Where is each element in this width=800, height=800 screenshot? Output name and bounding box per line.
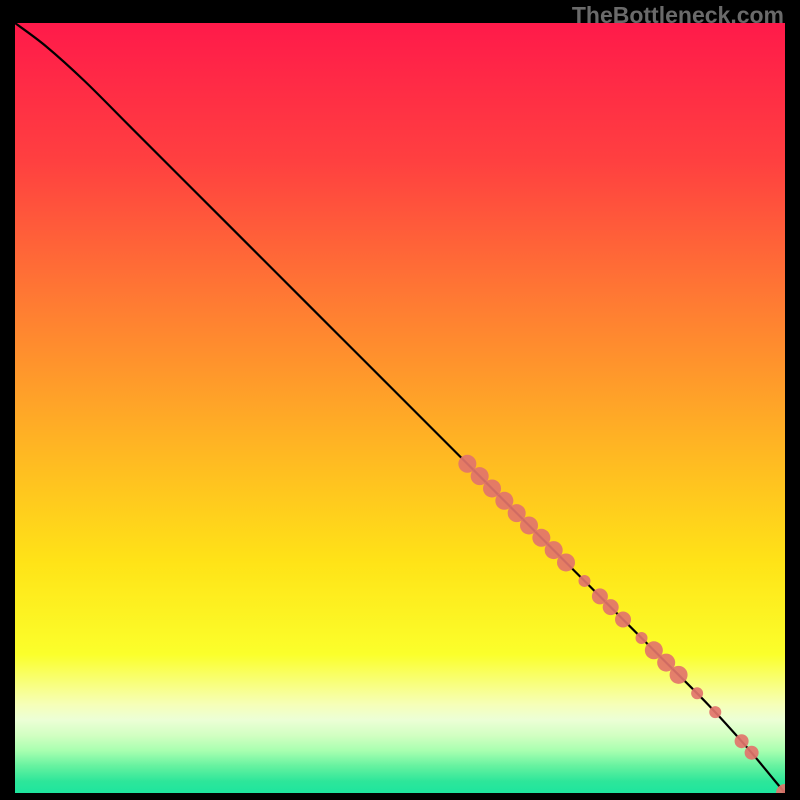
gradient-background xyxy=(15,23,785,793)
data-marker xyxy=(636,632,648,644)
data-marker xyxy=(735,734,749,748)
data-marker xyxy=(745,746,759,760)
data-marker xyxy=(578,575,590,587)
chart-frame: TheBottleneck.com xyxy=(0,0,800,800)
data-marker xyxy=(557,553,575,571)
data-marker xyxy=(709,706,721,718)
data-marker xyxy=(615,611,631,627)
data-marker xyxy=(603,599,619,615)
data-marker xyxy=(670,666,688,684)
data-marker xyxy=(691,687,703,699)
chart-plot xyxy=(15,23,785,793)
